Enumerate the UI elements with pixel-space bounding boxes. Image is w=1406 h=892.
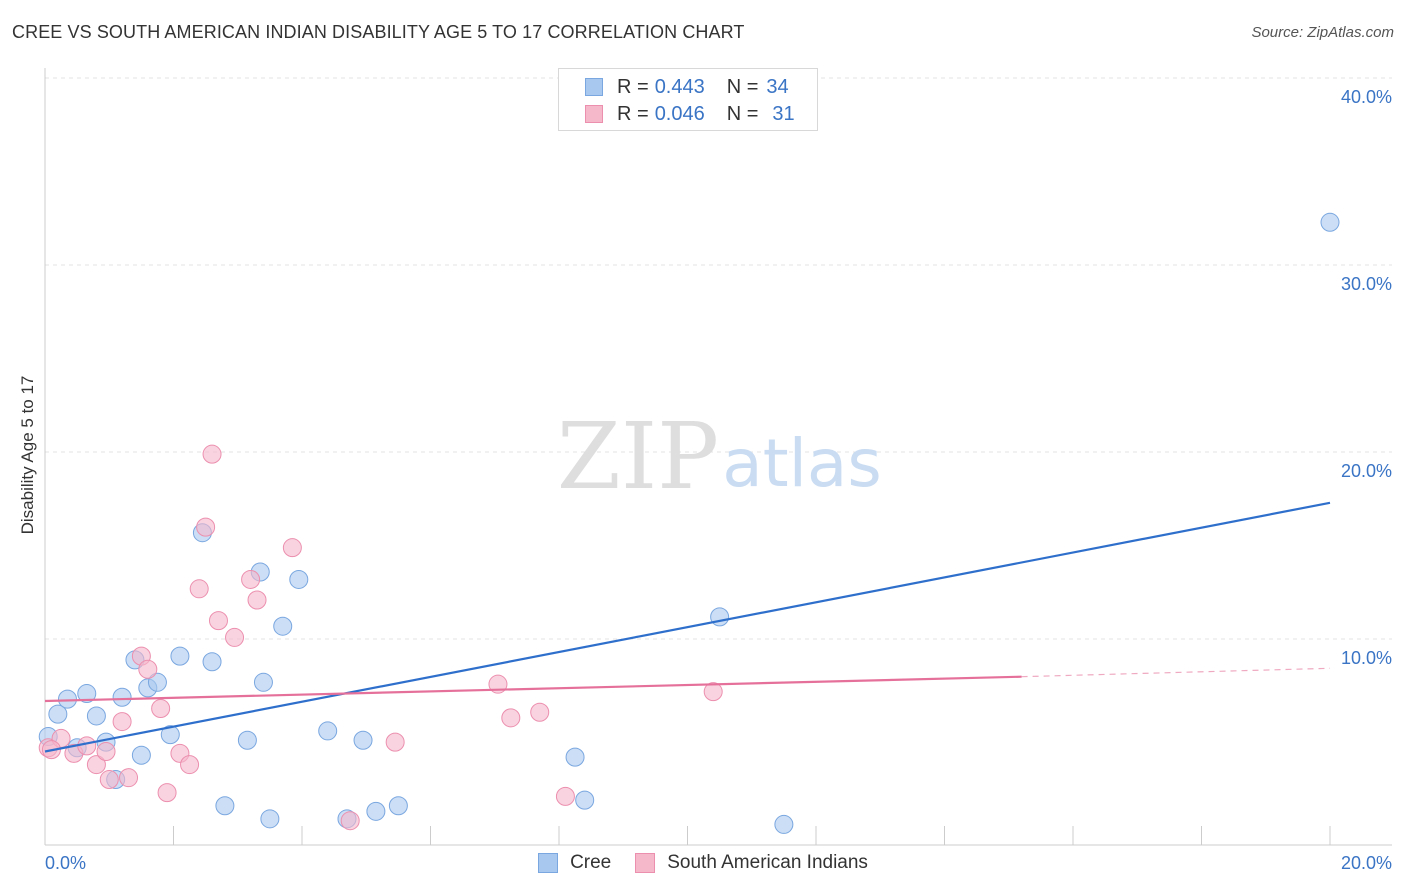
legend-swatch-south-american-indians xyxy=(585,105,603,123)
cree-point xyxy=(353,730,373,750)
series-legend: Cree South American Indians xyxy=(0,852,1406,874)
south-american-indians-point xyxy=(555,786,575,806)
cree-point xyxy=(260,809,280,829)
south-american-indians-point xyxy=(247,590,267,610)
south-american-indians-point xyxy=(86,755,106,775)
cree-point xyxy=(1320,212,1340,232)
cree-point xyxy=(565,747,585,767)
legend-swatch-cree xyxy=(585,78,603,96)
south-american-indians-point xyxy=(703,682,723,702)
y-tick-label: 30.0% xyxy=(1341,274,1392,294)
cree-point xyxy=(48,704,68,724)
legend-n-value: 34 xyxy=(766,75,789,98)
data-points xyxy=(38,212,1340,834)
cree-point xyxy=(160,725,180,745)
cree-point xyxy=(112,687,132,707)
south-american-indians-trend-extension xyxy=(1021,667,1331,678)
cree-point xyxy=(273,616,293,636)
stats-legend: R = 0.443 N = 34 R = 0.046 N = 31 xyxy=(558,68,818,131)
south-american-indians-point xyxy=(501,708,521,728)
south-american-indians-point xyxy=(530,702,550,722)
cree-point xyxy=(131,745,151,765)
cree-point xyxy=(202,652,222,672)
legend-n-key: N = xyxy=(726,75,759,98)
south-american-indians-point xyxy=(208,611,228,631)
cree-point xyxy=(318,721,338,741)
legend-n-key: N = xyxy=(726,102,759,125)
south-american-indians-point xyxy=(157,783,177,803)
south-american-indians-point xyxy=(282,538,302,558)
y-axis-label: Disability Age 5 to 17 xyxy=(18,375,37,535)
cree-trend-line xyxy=(44,501,1331,753)
trend-lines xyxy=(44,501,1331,753)
south-american-indians-point xyxy=(202,444,222,464)
south-american-indians-point xyxy=(241,569,261,589)
legend-row-cree: R = 0.443 N = 34 xyxy=(585,75,789,99)
cree-point xyxy=(215,796,235,816)
legend-r-key: R = xyxy=(617,75,649,98)
legend-swatch-south-american-indians xyxy=(635,853,656,873)
legend-swatch-cree xyxy=(538,853,559,873)
cree-point xyxy=(774,814,794,834)
south-american-indians-point xyxy=(138,659,158,679)
south-american-indians-point xyxy=(180,755,200,775)
cree-point xyxy=(147,672,167,692)
south-american-indians-point xyxy=(340,811,360,831)
legend-n-value: 31 xyxy=(772,102,795,125)
tick-labels: 10.0% 20.0% 30.0% 40.0% 0.0% 20.0% xyxy=(45,87,1392,873)
grid-lines xyxy=(45,77,1392,640)
x-tick-label: 20.0% xyxy=(1341,853,1392,873)
x-tick-label: 0.0% xyxy=(45,853,86,873)
legend-item-south-american-indians[interactable]: South American Indians xyxy=(635,852,868,874)
legend-r-value: 0.046 xyxy=(654,102,705,125)
cree-point xyxy=(57,689,77,709)
south-american-indians-point xyxy=(196,517,216,537)
watermark-atlas: atlas xyxy=(722,425,882,502)
y-tick-label: 10.0% xyxy=(1341,648,1392,668)
cree-point xyxy=(253,672,273,692)
south-american-indians-point xyxy=(151,698,171,718)
legend-label-south-american-indians: South American Indians xyxy=(667,852,868,873)
cree-point xyxy=(289,569,309,589)
legend-label-cree: Cree xyxy=(570,852,612,873)
south-american-indians-point xyxy=(77,736,97,756)
cree-point xyxy=(388,796,408,816)
cree-point xyxy=(366,801,386,821)
legend-r-value: 0.443 xyxy=(654,75,705,98)
south-american-indians-point xyxy=(225,627,245,647)
cree-point xyxy=(575,790,595,810)
y-tick-label: 40.0% xyxy=(1341,87,1392,107)
cree-point xyxy=(170,646,190,666)
chart-title: CREE VS SOUTH AMERICAN INDIAN DISABILITY… xyxy=(12,22,745,42)
source-label: Source: ZipAtlas.com xyxy=(1251,24,1394,41)
south-american-indians-point xyxy=(96,742,116,761)
legend-r-key: R = xyxy=(617,102,649,125)
south-american-indians-point xyxy=(189,579,209,599)
cree-point xyxy=(86,706,106,726)
south-american-indians-point xyxy=(385,732,405,752)
watermark-zip: ZIP xyxy=(557,403,719,510)
south-american-indians-point xyxy=(112,712,132,732)
south-american-indians-trend-line xyxy=(44,675,1022,703)
watermark: ZIP atlas xyxy=(557,403,882,510)
legend-item-cree[interactable]: Cree xyxy=(538,852,611,874)
axes xyxy=(44,68,1392,846)
cree-point xyxy=(77,684,97,704)
y-tick-label: 20.0% xyxy=(1341,461,1392,481)
south-american-indians-point xyxy=(119,768,139,788)
cree-point xyxy=(237,730,257,750)
south-american-indians-point xyxy=(99,770,119,790)
legend-row-south-american-indians: R = 0.046 N = 31 xyxy=(585,102,795,126)
